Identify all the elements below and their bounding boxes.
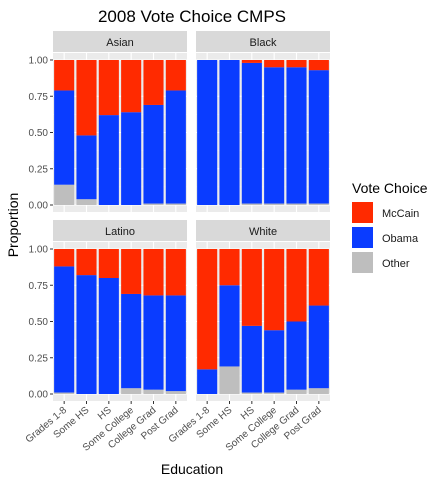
bar-other bbox=[286, 389, 307, 394]
y-tick-label: 0.00 bbox=[29, 390, 49, 401]
bar-mccain bbox=[121, 249, 142, 294]
bar-other bbox=[54, 392, 75, 394]
y-tick-label: 1.00 bbox=[29, 245, 49, 256]
y-axis-title: Proportion bbox=[5, 193, 21, 258]
bar-other bbox=[286, 203, 307, 205]
bar-obama bbox=[76, 275, 97, 394]
bar-mccain bbox=[98, 60, 119, 116]
facet-strip bbox=[196, 220, 330, 241]
bar-mccain bbox=[76, 60, 97, 136]
bar-other bbox=[143, 389, 164, 394]
y-tick-label: 0.25 bbox=[29, 164, 49, 175]
bar-obama bbox=[98, 278, 119, 394]
bar-mccain bbox=[241, 60, 262, 63]
bar-mccain bbox=[308, 60, 329, 71]
facet-strip-label: Latino bbox=[105, 226, 135, 238]
x-axis-title: Education bbox=[161, 461, 223, 477]
bar-mccain bbox=[143, 249, 164, 296]
bar-obama bbox=[197, 60, 218, 205]
bar-obama bbox=[308, 305, 329, 389]
legend-label: McCain bbox=[382, 208, 419, 220]
y-tick-label: 0.75 bbox=[29, 92, 49, 103]
bar-other bbox=[165, 391, 186, 394]
legend-label: Other bbox=[382, 258, 410, 270]
bar-obama bbox=[98, 115, 119, 205]
bar-obama bbox=[76, 135, 97, 200]
bar-other bbox=[308, 203, 329, 205]
legend-key-mccain bbox=[352, 202, 373, 223]
facet-panel-asian: Asian bbox=[53, 31, 187, 212]
facet-strip bbox=[53, 31, 187, 52]
bar-other bbox=[54, 184, 75, 205]
y-tick-label: 1.00 bbox=[29, 56, 49, 67]
bar-obama bbox=[286, 67, 307, 204]
bar-obama bbox=[121, 112, 142, 205]
legend-key-obama bbox=[352, 227, 373, 248]
y-tick-label: 0.75 bbox=[29, 281, 49, 292]
y-tick-label: 0.25 bbox=[29, 353, 49, 364]
bar-obama bbox=[286, 321, 307, 390]
bar-other bbox=[143, 203, 164, 205]
bar-other bbox=[165, 203, 186, 205]
bar-other bbox=[241, 392, 262, 394]
facet-strip-label: White bbox=[249, 226, 277, 238]
bar-mccain bbox=[286, 60, 307, 68]
y-tick-label: 0.00 bbox=[29, 201, 49, 212]
bar-obama bbox=[264, 67, 285, 204]
bar-obama bbox=[197, 369, 218, 394]
bar-other bbox=[264, 203, 285, 205]
bar-obama bbox=[121, 293, 142, 389]
bar-obama bbox=[143, 295, 164, 390]
legend: Vote Choice McCain Obama Other bbox=[352, 180, 428, 273]
bar-mccain bbox=[98, 249, 119, 278]
legend-title: Vote Choice bbox=[352, 180, 428, 196]
bar-other bbox=[264, 392, 285, 394]
bar-other bbox=[308, 388, 329, 394]
bar-mccain bbox=[286, 249, 307, 322]
facet-strip bbox=[196, 31, 330, 52]
facet-panel-latino: Latino bbox=[53, 220, 187, 401]
bar-mccain bbox=[264, 60, 285, 68]
bar-mccain bbox=[76, 249, 97, 276]
bar-other bbox=[76, 199, 97, 205]
bar-obama bbox=[54, 266, 75, 393]
bar-obama bbox=[165, 90, 186, 204]
bar-obama bbox=[219, 285, 240, 367]
facet-strip-label: Asian bbox=[106, 37, 134, 49]
bar-mccain bbox=[143, 60, 164, 105]
bar-obama bbox=[264, 330, 285, 393]
y-tick-label: 0.50 bbox=[29, 128, 49, 139]
legend-key-other bbox=[352, 252, 373, 273]
bar-mccain bbox=[219, 249, 240, 286]
bar-obama bbox=[241, 62, 262, 204]
bar-other bbox=[219, 366, 240, 394]
bar-obama bbox=[54, 90, 75, 185]
bar-mccain bbox=[308, 249, 329, 306]
bar-other bbox=[241, 203, 262, 205]
bar-mccain bbox=[165, 60, 186, 91]
facet-panel-black: Black bbox=[196, 31, 330, 212]
bar-other bbox=[121, 388, 142, 394]
facet-panels: Asian Black Latino White bbox=[53, 31, 330, 401]
legend-label: Obama bbox=[382, 233, 419, 245]
bar-mccain bbox=[197, 249, 218, 370]
bar-mccain bbox=[165, 249, 186, 296]
bar-obama bbox=[308, 70, 329, 204]
bar-obama bbox=[219, 60, 240, 205]
bar-mccain bbox=[121, 60, 142, 113]
y-tick-label: 0.50 bbox=[29, 317, 49, 328]
bar-mccain bbox=[54, 60, 75, 91]
facet-strip bbox=[53, 220, 187, 241]
bar-mccain bbox=[54, 249, 75, 267]
bar-obama bbox=[165, 295, 186, 392]
bar-mccain bbox=[264, 249, 285, 331]
bar-mccain bbox=[241, 249, 262, 326]
bar-obama bbox=[143, 104, 164, 204]
bar-obama bbox=[241, 325, 262, 393]
chart-title: 2008 Vote Choice CMPS bbox=[98, 7, 286, 26]
facet-strip-label: Black bbox=[250, 37, 277, 49]
facet-panel-white: White bbox=[196, 220, 330, 401]
